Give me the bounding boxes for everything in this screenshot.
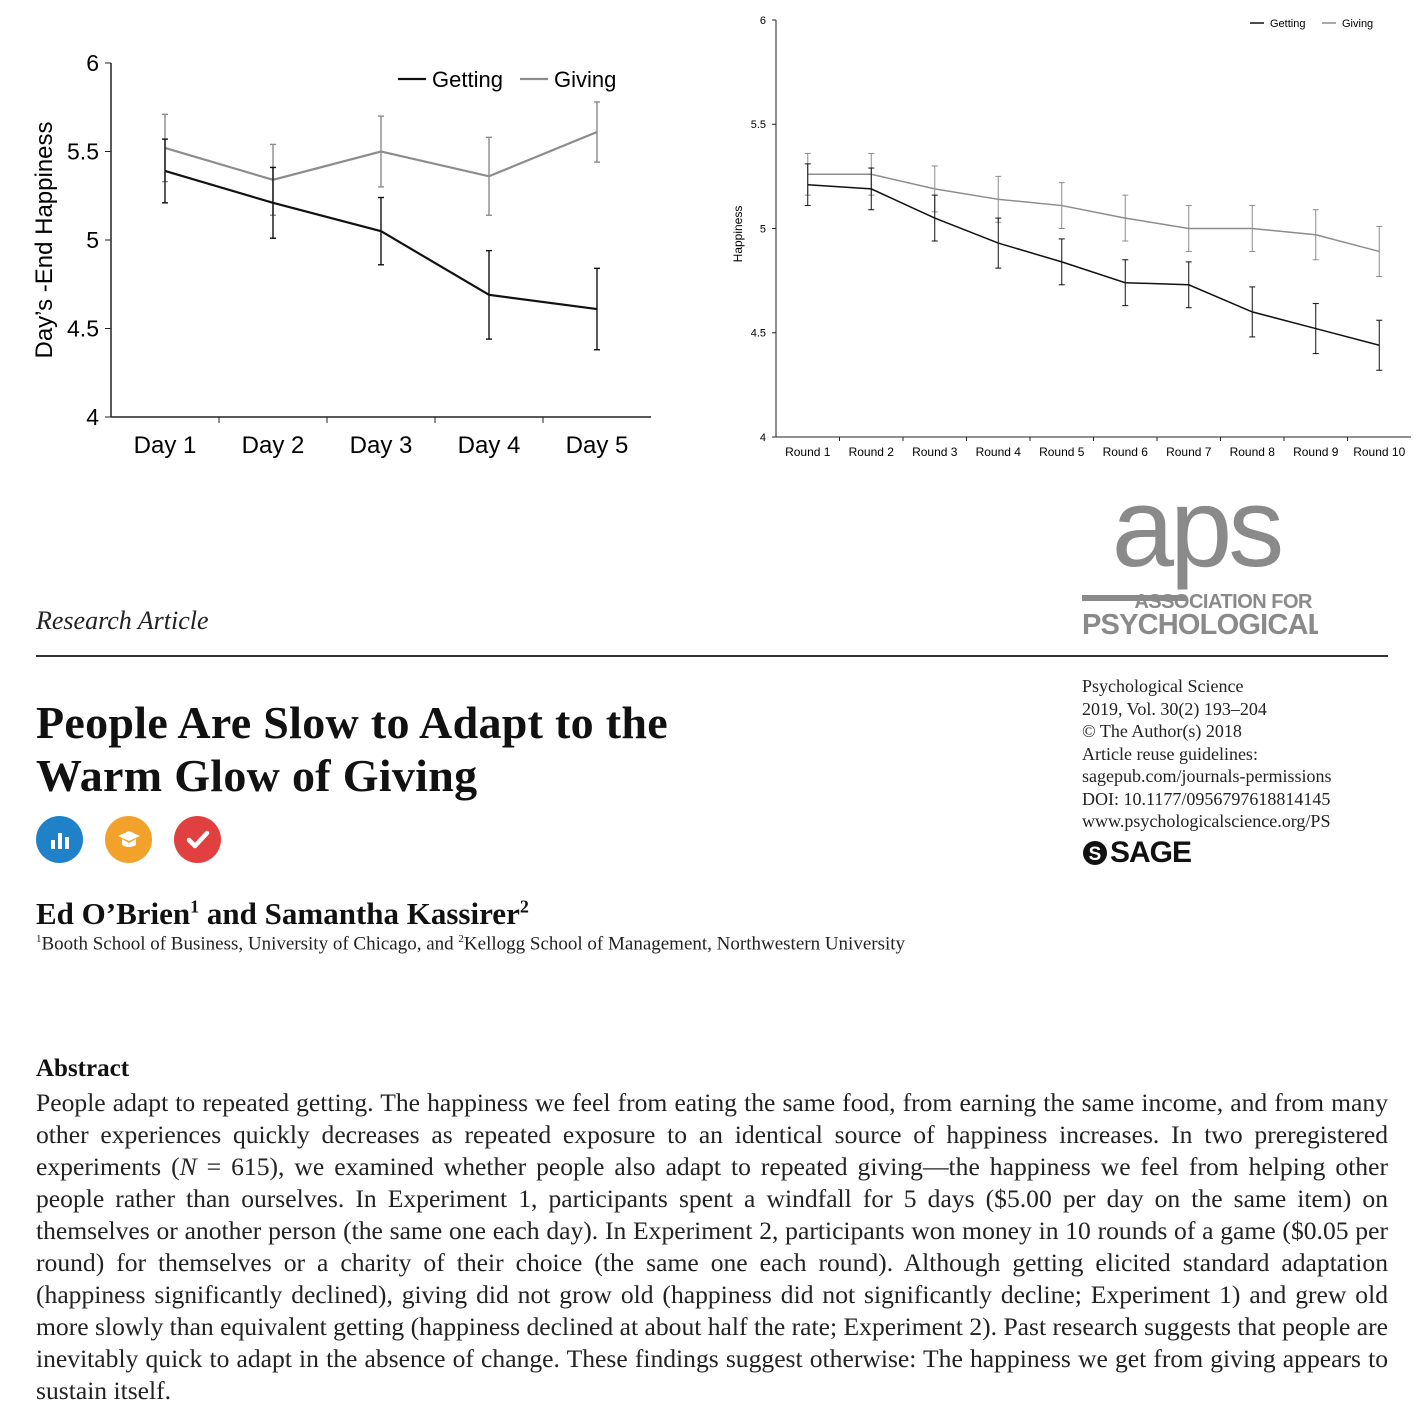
x-tick-label: Round 1 [785, 445, 831, 459]
y-tick-label: 4 [760, 432, 766, 444]
y-tick-label: 5 [86, 227, 99, 253]
chart-experiment-2: Happiness 4 4.5 5 5.5 6 Round 1 Round 2 Round 3… [731, 15, 1411, 459]
aps-logo: aps ASSOCIATION FOR PSYCHOLOGICAL SCIENC… [1082, 488, 1318, 640]
abstract-text: People adapt to repeated getting. The ha… [36, 1087, 1388, 1407]
checkmark-icon [186, 830, 209, 848]
x-tick-label: Round 9 [1293, 445, 1339, 459]
y-tick-label: 6 [760, 15, 766, 27]
affiliation-1: Booth School of Business, University of … [41, 933, 459, 955]
y-tick-label: 6 [86, 50, 99, 76]
x-tick-label: Day 4 [458, 432, 521, 459]
permissions-link[interactable]: sagepub.com/journals-permissions [1082, 766, 1332, 786]
preregistered-badge[interactable] [174, 816, 221, 863]
n-symbol: N [179, 1152, 197, 1181]
abstract-heading: Abstract [36, 1055, 130, 1082]
y-tick-label: 4.5 [67, 316, 99, 342]
x-tick-label: Day 2 [242, 432, 305, 459]
open-data-badge[interactable] [36, 816, 83, 863]
svg-text:S: S [1089, 844, 1102, 865]
affil-mark-1: 1 [36, 933, 42, 945]
x-tick-label: Round 6 [1103, 445, 1149, 459]
y-tick-label: 4 [86, 404, 99, 430]
aps-wordmark: aps [1112, 488, 1281, 590]
legend-label: Getting [1270, 18, 1305, 30]
chart-experiment-1: Day’s -End Happiness 4 4.5 5 5.5 6 Day 1 Day 2… [31, 50, 651, 459]
aps-org-line1: ASSOCIATION FOR [1134, 591, 1313, 613]
legend-label: Getting [432, 67, 503, 92]
journal-metadata: Psychological Science 2019, Vol. 30(2) 1… [1082, 675, 1331, 833]
author-2-affil-mark: 2 [519, 896, 529, 917]
x-tick-label: Round 2 [849, 445, 895, 459]
sage-logo: S SAGE [1082, 836, 1192, 870]
x-tick-label: Round 7 [1166, 445, 1212, 459]
section-label: Research Article [36, 606, 209, 635]
x-tick-label: Round 8 [1230, 445, 1276, 459]
x-tick-label: Round 4 [976, 445, 1022, 459]
x-tick-label: Day 3 [350, 432, 413, 459]
affil-mark-2: 2 [458, 933, 464, 945]
title-line-2: Warm Glow of Giving [36, 750, 478, 801]
x-tick-label: Round 3 [912, 445, 958, 459]
y-axis-title: Happiness [731, 206, 745, 263]
y-tick-label: 4.5 [751, 328, 766, 340]
series-line-getting [807, 183, 1380, 346]
author-conjunction: and [199, 896, 265, 931]
y-tick-label: 5 [760, 223, 766, 235]
legend-label: Giving [1342, 18, 1373, 30]
affiliation-2: Kellogg School of Management, Northweste… [463, 933, 906, 955]
y-tick-label: 5.5 [67, 139, 99, 165]
x-tick-label: Day 1 [134, 432, 197, 459]
graduation-cap-icon [117, 830, 140, 847]
reuse-label: Article reuse guidelines: [1082, 743, 1258, 764]
journal-website[interactable]: www.psychologicalscience.org/PS [1082, 811, 1331, 831]
header-rule [36, 655, 1388, 657]
open-science-badges [36, 816, 221, 863]
article-title: People Are Slow to Adapt to the Warm Glo… [36, 696, 856, 802]
author-list: Ed O’Brien1 and Samantha Kassirer2 [36, 896, 529, 932]
legend-label: Giving [554, 67, 616, 92]
sage-s-icon: S [1083, 841, 1107, 865]
bar-chart-icon [50, 832, 69, 849]
aps-bar [1082, 595, 1186, 601]
journal-name: Psychological Science [1082, 676, 1244, 696]
sage-wordmark: SAGE [1110, 836, 1192, 869]
x-tick-label: Day 5 [566, 432, 629, 459]
y-axis-title: Day’s -End Happiness [31, 121, 58, 358]
open-materials-badge[interactable] [105, 816, 152, 863]
x-tick-label: Round 10 [1353, 445, 1405, 459]
x-tick-label: Round 5 [1039, 445, 1085, 459]
doi[interactable]: DOI: 10.1177/0956797618814145 [1082, 788, 1331, 809]
author-1[interactable]: Ed O’Brien [36, 896, 191, 931]
y-tick-label: 5.5 [751, 119, 766, 131]
affiliations: 1Booth School of Business, University of… [36, 933, 905, 955]
author-2[interactable]: Samantha Kassirer [264, 896, 520, 931]
title-line-1: People Are Slow to Adapt to the [36, 697, 668, 748]
copyright: © The Author(s) 2018 [1082, 721, 1242, 741]
journal-issue: 2019, Vol. 30(2) 193–204 [1082, 698, 1267, 719]
aps-org-line2: PSYCHOLOGICAL SCIENCE [1082, 609, 1318, 640]
author-1-affil-mark: 1 [190, 896, 200, 917]
series-line-giving [807, 173, 1380, 253]
abstract-part-2: = 615), we examined whether people also … [36, 1152, 1388, 1405]
abstract-part-1: People adapt to repeated getting. The ha… [36, 1088, 1388, 1181]
